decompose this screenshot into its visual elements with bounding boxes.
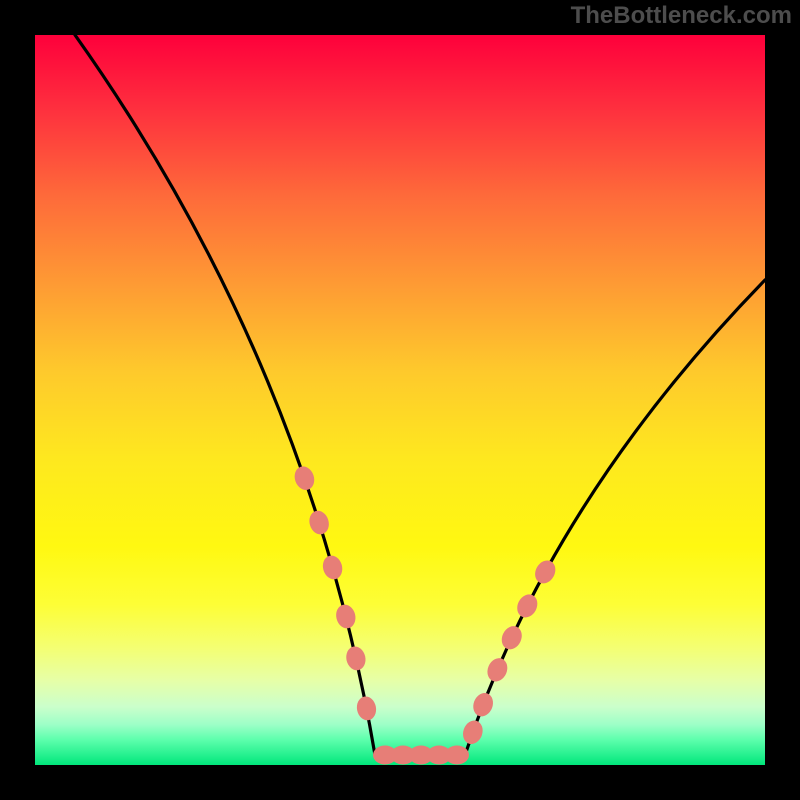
plot-area <box>35 35 765 765</box>
data-bead <box>513 591 541 621</box>
data-bead <box>334 603 358 631</box>
data-bead <box>445 746 469 765</box>
data-bead <box>531 557 559 587</box>
data-bead <box>292 464 318 493</box>
data-bead <box>460 718 486 747</box>
data-bead <box>320 553 345 581</box>
curve-layer <box>35 35 765 765</box>
outer-frame: TheBottleneck.com <box>0 0 800 800</box>
data-bead <box>484 655 511 685</box>
data-bead <box>344 645 368 673</box>
data-bead <box>498 623 525 653</box>
bottleneck-curve <box>75 35 765 755</box>
data-bead <box>470 690 496 719</box>
data-bead <box>306 508 331 537</box>
watermark-text: TheBottleneck.com <box>571 2 792 30</box>
data-bead <box>355 695 378 722</box>
